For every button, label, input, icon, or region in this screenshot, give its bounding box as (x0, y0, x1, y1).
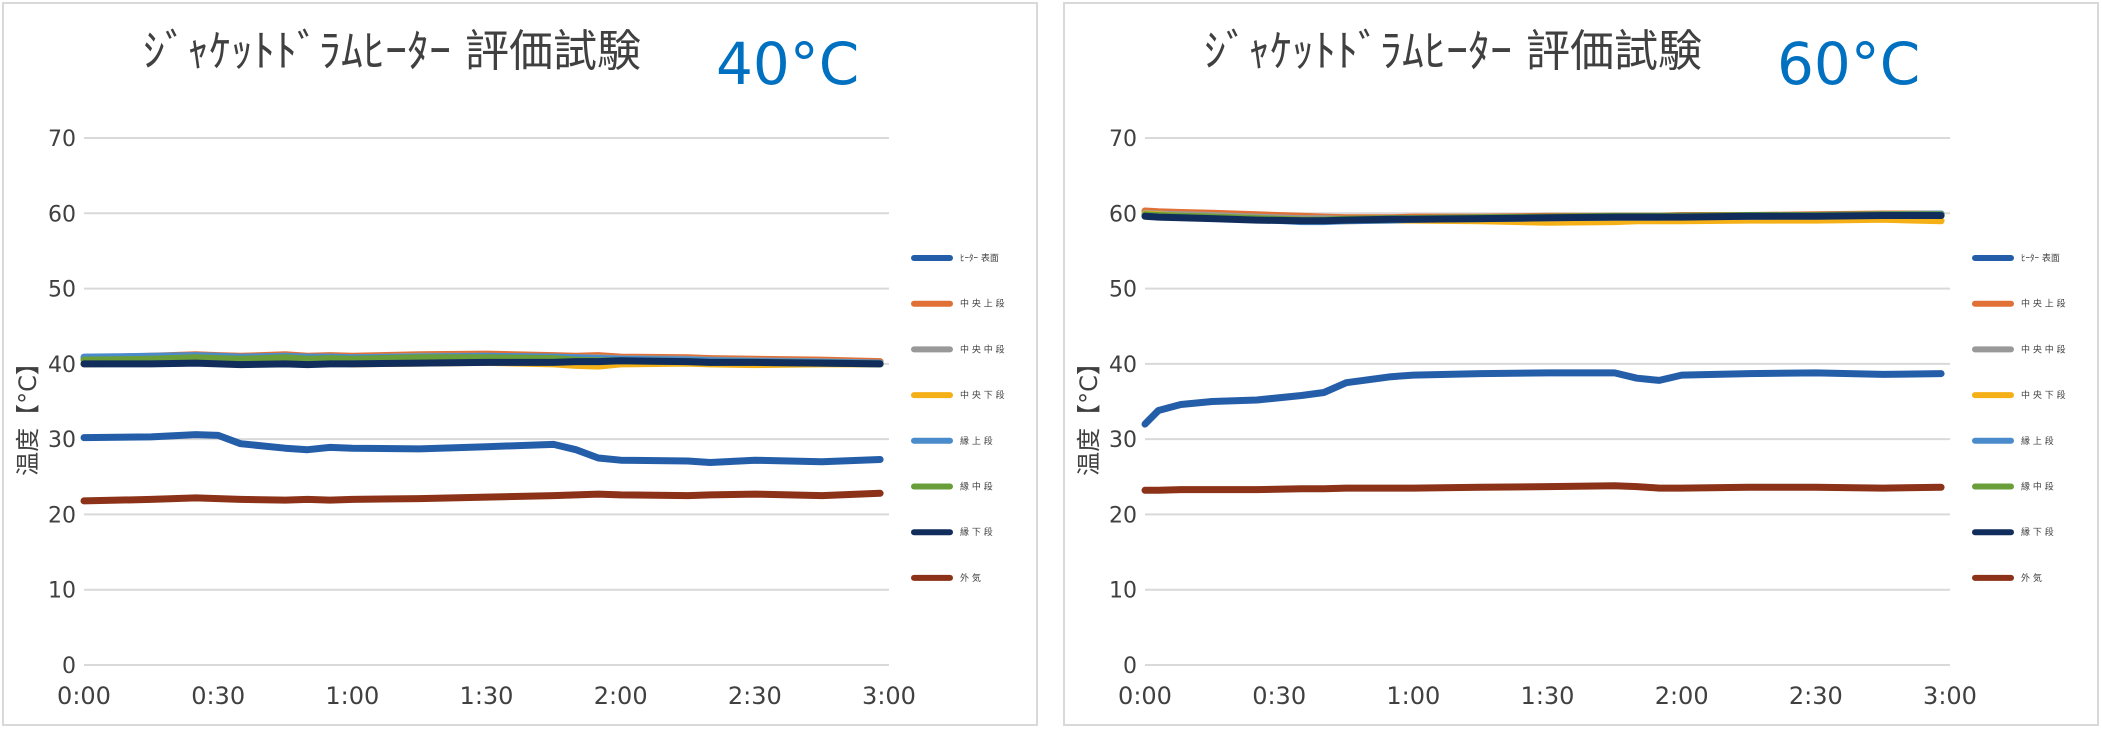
chart-0-ytick: 40 (48, 353, 76, 378)
chart-panel-60c: ｼﾞｬｹｯﾄﾄﾞﾗﾑﾋｰﾀｰ 評価試験 60°C 温度【°C】 0 10 20 30 40 50… (1063, 2, 2099, 726)
chart-0-xtick: 1:00 (325, 682, 379, 710)
chart-1-series-line-0 (1141, 369, 1945, 428)
chart-0-legend-label-0: ﾋｰﾀｰ 表面 (960, 252, 999, 264)
chart-1-ytick: 50 (1109, 278, 1137, 303)
chart-0-series-line-6 (80, 357, 884, 369)
chart-0-legend-label-3: 中 央 下 段 (960, 389, 1005, 401)
chart-1-legend-label-0: ﾋｰﾀｰ 表面 (2021, 252, 2060, 264)
chart-0-ytick: 70 (48, 127, 76, 152)
chart-1-title: ｼﾞｬｹｯﾄﾄﾞﾗﾑﾋｰﾀｰ 評価試験 (1204, 26, 1702, 77)
chart-1-ytick: 0 (1123, 654, 1137, 679)
chart-1-legend-label-5: 縁 中 段 (2021, 481, 2054, 493)
chart-0-ytick: 10 (48, 579, 76, 604)
chart-0-legend-label-6: 縁 下 段 (960, 526, 993, 538)
chart-0-ytick: 20 (48, 503, 76, 528)
chart-1-ytick: 60 (1109, 202, 1137, 227)
chart-1-series-line-7 (1141, 482, 1945, 494)
chart-0-legend-label-5: 縁 中 段 (960, 481, 993, 493)
chart-1-ytick: 20 (1109, 503, 1137, 528)
chart-0-xtick: 1:30 (460, 682, 514, 710)
chart-0-legend-label-4: 縁 上 段 (960, 435, 993, 447)
chart-1-legend-label-6: 縁 下 段 (2021, 526, 2054, 538)
chart-0-xtick: 2:30 (728, 682, 782, 710)
chart-0-xtick: 0:00 (57, 682, 111, 710)
chart-0-series-line-7 (80, 489, 884, 505)
chart-1-legend-label-7: 外 気 (2021, 572, 2042, 584)
chart-0-title-temp: 40°C (716, 30, 859, 98)
chart-1-xtick: 3:00 (1923, 682, 1977, 710)
chart-1-ytick: 40 (1109, 353, 1137, 378)
chart-0-xtick: 3:00 (862, 682, 916, 710)
chart-1-xtick: 0:30 (1252, 682, 1306, 710)
chart-60c: ｼﾞｬｹｯﾄﾄﾞﾗﾑﾋｰﾀｰ 評価試験 60°C 温度【°C】 0 10 20 30 40 50… (1075, 26, 2066, 710)
chart-1-ytick: 70 (1109, 127, 1137, 152)
chart-0-legend-label-1: 中 央 上 段 (960, 298, 1005, 310)
chart-40c: ｼﾞｬｹｯﾄﾄﾞﾗﾑﾋｰﾀｰ 評価試験 40°C 温度【°C】 0 10 20 30 40 50… (14, 26, 1005, 710)
chart-1-xtick: 2:30 (1789, 682, 1843, 710)
chart-0-legend-label-2: 中 央 中 段 (960, 343, 1005, 355)
chart-0-ytick: 30 (48, 428, 76, 453)
chart-1-legend-label-2: 中 央 中 段 (2021, 343, 2066, 355)
chart-1-legend-label-3: 中 央 下 段 (2021, 389, 2066, 401)
chart-0-ytick: 0 (62, 654, 76, 679)
chart-0-ytick: 50 (48, 278, 76, 303)
chart-1-legend-label-4: 縁 上 段 (2021, 435, 2054, 447)
chart-1-xtick: 0:00 (1118, 682, 1172, 710)
chart-panel-40c: ｼﾞｬｹｯﾄﾄﾞﾗﾑﾋｰﾀｰ 評価試験 40°C 温度【°C】 0 10 20 30 40 50… (2, 2, 1038, 726)
chart-0-ylabel: 温度【°C】 (14, 351, 42, 476)
chart-1-ytick: 30 (1109, 428, 1137, 453)
chart-1-xtick: 2:00 (1655, 682, 1709, 710)
chart-0-title: ｼﾞｬｹｯﾄﾄﾞﾗﾑﾋｰﾀｰ 評価試験 (143, 26, 641, 77)
chart-1-title-temp: 60°C (1777, 30, 1920, 98)
chart-1-ytick: 10 (1109, 579, 1137, 604)
chart-0-ytick: 60 (48, 202, 76, 227)
chart-1-xtick: 1:30 (1521, 682, 1575, 710)
chart-1-legend-label-1: 中 央 上 段 (2021, 298, 2066, 310)
chart-0-xtick: 0:30 (191, 682, 245, 710)
chart-0-series-line-0 (80, 431, 884, 466)
chart-1-ylabel: 温度【°C】 (1075, 351, 1103, 476)
chart-0-legend-label-7: 外 気 (960, 572, 981, 584)
chart-1-xtick: 1:00 (1386, 682, 1440, 710)
chart-0-xtick: 2:00 (594, 682, 648, 710)
chart-1-series-line-6 (1141, 212, 1945, 225)
